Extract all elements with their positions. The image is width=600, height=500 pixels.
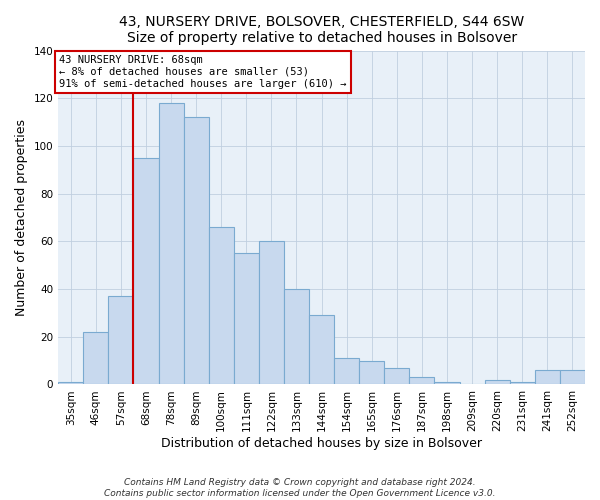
Bar bbox=[58, 382, 83, 384]
Bar bbox=[535, 370, 560, 384]
Bar bbox=[309, 316, 334, 384]
Title: 43, NURSERY DRIVE, BOLSOVER, CHESTERFIELD, S44 6SW
Size of property relative to : 43, NURSERY DRIVE, BOLSOVER, CHESTERFIEL… bbox=[119, 15, 524, 45]
Text: 43 NURSERY DRIVE: 68sqm
← 8% of detached houses are smaller (53)
91% of semi-det: 43 NURSERY DRIVE: 68sqm ← 8% of detached… bbox=[59, 56, 347, 88]
Text: Contains HM Land Registry data © Crown copyright and database right 2024.
Contai: Contains HM Land Registry data © Crown c… bbox=[104, 478, 496, 498]
Bar bbox=[284, 289, 309, 384]
Bar bbox=[234, 254, 259, 384]
Bar bbox=[434, 382, 460, 384]
Bar bbox=[385, 368, 409, 384]
Bar bbox=[359, 360, 385, 384]
Bar bbox=[209, 227, 234, 384]
Bar bbox=[334, 358, 359, 384]
Bar bbox=[259, 242, 284, 384]
Y-axis label: Number of detached properties: Number of detached properties bbox=[15, 119, 28, 316]
Bar bbox=[409, 378, 434, 384]
Bar bbox=[560, 370, 585, 384]
Bar bbox=[184, 118, 209, 384]
Bar bbox=[485, 380, 510, 384]
X-axis label: Distribution of detached houses by size in Bolsover: Distribution of detached houses by size … bbox=[161, 437, 482, 450]
Bar bbox=[510, 382, 535, 384]
Bar bbox=[109, 296, 133, 384]
Bar bbox=[133, 158, 158, 384]
Bar bbox=[158, 103, 184, 384]
Bar bbox=[83, 332, 109, 384]
